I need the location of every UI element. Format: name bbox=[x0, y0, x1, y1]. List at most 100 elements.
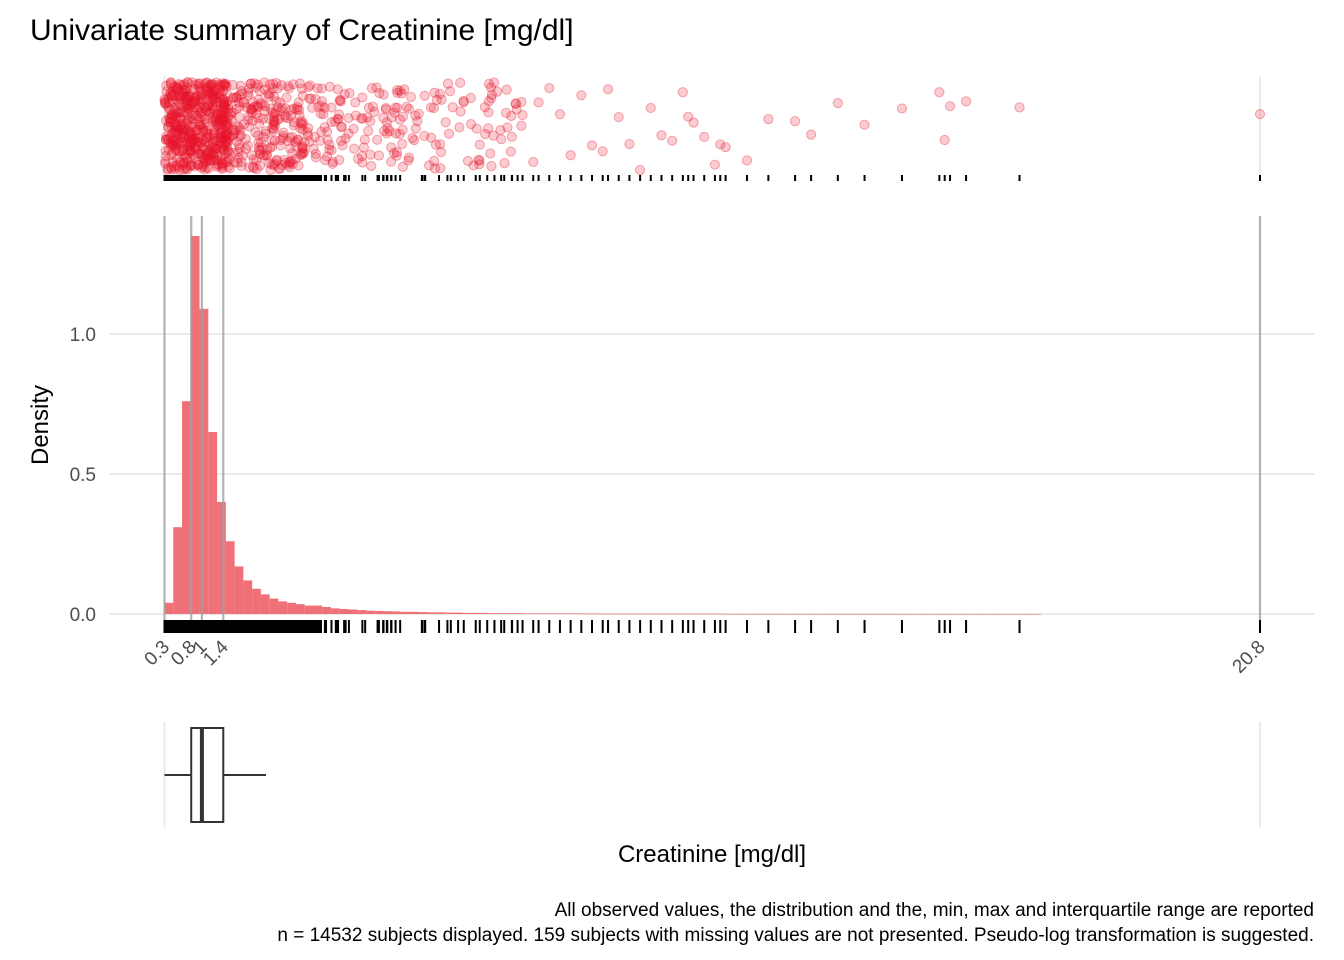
jitter-point-851 bbox=[207, 116, 218, 127]
jitter-point-94 bbox=[292, 102, 303, 113]
jitter-point-223 bbox=[193, 133, 204, 144]
jitter-point-127 bbox=[226, 114, 237, 125]
jitter-point-92 bbox=[465, 119, 477, 130]
jitter-point-832 bbox=[193, 124, 205, 135]
jitter-point-274 bbox=[244, 83, 255, 94]
jitter-point-215 bbox=[287, 131, 298, 142]
jitter-point-26 bbox=[349, 143, 360, 154]
jitter-point-51 bbox=[238, 119, 250, 130]
jitter-point-604 bbox=[274, 97, 286, 108]
jitter-point-281 bbox=[221, 97, 232, 109]
jitter-point-680 bbox=[222, 156, 233, 167]
jitter-point-463 bbox=[275, 140, 286, 151]
jitter-point-407 bbox=[232, 121, 243, 132]
jitter-point-762 bbox=[160, 97, 171, 108]
jitter-point-555 bbox=[214, 137, 225, 148]
histogram-bar-24 bbox=[374, 610, 384, 614]
jitter-point-620 bbox=[233, 146, 244, 158]
jitter-point-25 bbox=[218, 102, 229, 113]
jitter-point-440 bbox=[178, 145, 189, 156]
jitter-point-142 bbox=[195, 87, 206, 98]
jitter-point-626 bbox=[204, 89, 215, 100]
jitter-point-486 bbox=[177, 91, 188, 102]
histogram-bar-59 bbox=[681, 613, 691, 615]
jitter-point-283 bbox=[246, 107, 257, 118]
jitter-point-388 bbox=[295, 117, 306, 128]
boxplot-panel bbox=[163, 722, 1261, 828]
jitter-point-1 bbox=[258, 132, 269, 143]
jitter-point-171 bbox=[390, 102, 401, 113]
jitter-point-654 bbox=[196, 120, 207, 131]
jitter-point-672 bbox=[176, 132, 187, 143]
jitter-point-341 bbox=[170, 81, 181, 92]
jitter-point-619 bbox=[167, 139, 178, 150]
jitter-point-225 bbox=[492, 86, 503, 97]
jitter-point-17 bbox=[167, 139, 178, 150]
jitter-point-132 bbox=[276, 80, 287, 91]
jitter-point-711 bbox=[162, 122, 174, 133]
jitter-point-491 bbox=[185, 145, 196, 156]
histogram-bar-63 bbox=[716, 613, 726, 615]
jitter-point-855 bbox=[268, 125, 279, 136]
jitter-point-705 bbox=[217, 158, 228, 169]
histogram-bar-11 bbox=[260, 594, 270, 614]
jitter-point-683 bbox=[352, 153, 364, 164]
jitter-point-581 bbox=[175, 94, 186, 105]
jitter-point-399 bbox=[304, 93, 315, 104]
jitter-point-420 bbox=[335, 94, 346, 105]
jitter-point-77 bbox=[308, 143, 319, 154]
jitter-point-336 bbox=[194, 137, 206, 148]
jitter-point-938 bbox=[1014, 102, 1025, 113]
jitter-point-203 bbox=[316, 126, 327, 137]
jitter-point-782 bbox=[286, 104, 297, 115]
jitter-point-416 bbox=[314, 135, 326, 146]
jitter-point-109 bbox=[211, 155, 223, 166]
jitter-point-651 bbox=[263, 113, 275, 124]
histogram-bar-23 bbox=[366, 610, 375, 614]
jitter-point-205 bbox=[181, 118, 192, 129]
jitter-point-452 bbox=[203, 147, 214, 158]
x-axis-tick-labels: 0.30.811.4 20.8 bbox=[141, 636, 1270, 677]
jitter-point-190 bbox=[183, 104, 194, 115]
jitter-point-688 bbox=[203, 83, 215, 94]
histogram-bar-34 bbox=[462, 612, 472, 614]
jitter-point-667 bbox=[214, 79, 225, 90]
jitter-point-11 bbox=[269, 115, 280, 126]
jitter-point-645 bbox=[486, 161, 497, 172]
jitter-point-528 bbox=[166, 112, 177, 123]
jitter-point-186 bbox=[195, 137, 207, 149]
jitter-point-369 bbox=[218, 111, 229, 123]
jitter-gridlines bbox=[163, 76, 1261, 178]
jitter-point-303 bbox=[211, 143, 222, 154]
jitter-point-43 bbox=[216, 108, 227, 119]
histogram-bars bbox=[164, 236, 1041, 615]
jitter-point-133 bbox=[172, 126, 183, 137]
jitter-point-259 bbox=[179, 152, 190, 163]
jitter-point-314 bbox=[302, 127, 313, 138]
jitter-point-358 bbox=[241, 102, 252, 113]
jitter-point-676 bbox=[219, 102, 231, 113]
jitter-point-334 bbox=[164, 112, 175, 123]
jitter-point-687 bbox=[185, 88, 196, 99]
jitter-point-845 bbox=[223, 153, 234, 165]
histogram-bar-14 bbox=[287, 602, 296, 614]
jitter-rug bbox=[163, 175, 1261, 181]
jitter-point-842 bbox=[455, 106, 466, 117]
jitter-point-174 bbox=[255, 137, 267, 148]
jitter-point-806 bbox=[197, 111, 208, 123]
jitter-point-415 bbox=[188, 129, 199, 141]
jitter-point-753 bbox=[199, 79, 210, 90]
jitter-point-772 bbox=[258, 113, 269, 124]
jitter-point-234 bbox=[188, 97, 199, 108]
jitter-point-403 bbox=[483, 96, 495, 107]
jitter-point-632 bbox=[195, 92, 206, 103]
jitter-point-19 bbox=[454, 122, 465, 133]
jitter-point-864 bbox=[485, 82, 496, 93]
jitter-point-926 bbox=[720, 142, 731, 153]
jitter-point-153 bbox=[182, 76, 193, 88]
histogram-bar-20 bbox=[339, 608, 349, 614]
jitter-point-100 bbox=[228, 92, 239, 103]
jitter-point-159 bbox=[233, 90, 245, 101]
jitter-point-579 bbox=[384, 126, 395, 137]
jitter-point-272 bbox=[221, 157, 232, 168]
